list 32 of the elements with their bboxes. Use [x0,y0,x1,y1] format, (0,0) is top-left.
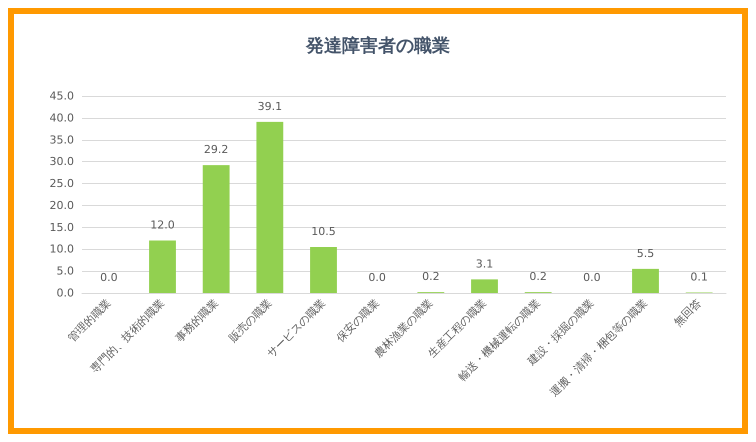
y-tick-label: 20.0 [50,198,74,212]
data-label: 10.5 [311,225,336,238]
y-tick-label: 45.0 [50,90,74,102]
bar [632,268,659,293]
data-label: 0.0 [100,271,118,284]
bar [202,165,230,293]
data-label: 39.1 [258,100,282,113]
y-tick-label: 35.0 [50,133,74,146]
bar [471,279,498,293]
x-tick-label: 無回答 [671,296,704,329]
y-tick-label: 5.0 [56,264,74,278]
chart-title: 発達障害者の職業 [305,36,450,56]
data-label: 3.1 [476,257,494,270]
data-label: 0.0 [583,271,601,284]
x-tick-label: 保安の職業 [334,296,382,344]
bar [310,247,337,293]
data-label: 0.2 [529,270,547,284]
data-label: 29.2 [204,143,228,156]
data-label: 0.1 [690,270,708,284]
data-label: 0.0 [368,271,386,284]
data-label: 0.2 [422,270,440,284]
bar [256,122,284,293]
y-tick-label: 15.0 [50,220,74,234]
y-tick-label: 25.0 [50,177,74,190]
x-tick-label: 販売の職業 [226,296,274,344]
data-label: 5.5 [636,246,654,260]
y-tick-label: 40.0 [50,111,74,124]
data-label: 12.0 [150,218,175,232]
x-tick-label: 事務的職業 [172,296,221,344]
bar [149,240,176,293]
y-tick-label: 30.0 [50,155,74,168]
y-tick-label: 10.0 [50,242,74,256]
